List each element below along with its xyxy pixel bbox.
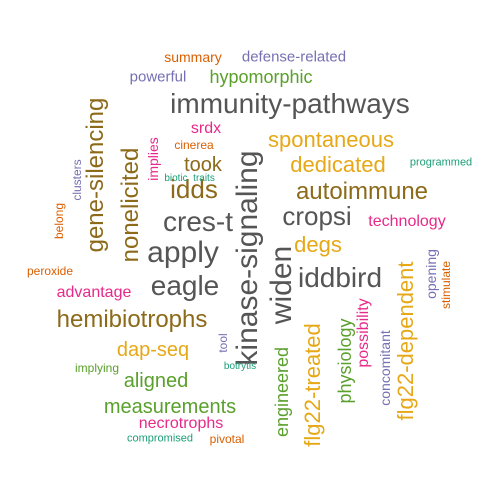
word-belong: belong <box>52 202 66 240</box>
word-defense-related: defense-related <box>241 48 347 66</box>
word-cres-t: cres-t <box>163 206 233 237</box>
word-idds: idds <box>170 174 218 204</box>
word-powerful: powerful <box>129 68 187 86</box>
word-summary: summary <box>164 49 222 65</box>
word-dap-seq: dap-seq <box>116 339 190 361</box>
word-opening: opening <box>423 249 439 299</box>
word-programmed: programmed <box>409 156 473 169</box>
word-flg22-dependent: flg22-dependent <box>393 261 418 421</box>
word-pivotal: pivotal <box>209 432 245 446</box>
word-eagle: eagle <box>150 270 220 301</box>
word-implying: implying <box>74 361 120 375</box>
word-necrotrophs: necrotrophs <box>138 415 224 432</box>
word-spontaneous: spontaneous <box>268 127 394 152</box>
word-hemibiotrophs: hemibiotrophs <box>56 306 208 333</box>
word-kinase-signaling: kinase-signaling <box>231 150 264 366</box>
word-nonelicited: nonelicited <box>117 147 144 263</box>
word-cinerea: cinerea <box>174 138 214 152</box>
word-aligned: aligned <box>123 370 189 392</box>
word-technology: technology <box>368 213 446 230</box>
word-peroxide: peroxide <box>26 264 74 278</box>
word-gene-silencing: gene-silencing <box>82 97 109 253</box>
word-tool: tool <box>216 333 230 353</box>
word-implies: implies <box>145 137 161 181</box>
word-degs: degs <box>294 232 342 257</box>
word-iddbird: iddbird <box>297 262 383 293</box>
word-dedicated: dedicated <box>290 152 386 177</box>
word-biotic: biotic <box>164 173 188 184</box>
word-concomitant: concomitant <box>377 330 393 406</box>
word-advantage: advantage <box>56 284 132 301</box>
word-hypomorphic: hypomorphic <box>209 67 313 87</box>
word-immunity-pathways: immunity-pathways <box>170 88 410 119</box>
word-engineered: engineered <box>272 346 292 438</box>
word-compromised: compromised <box>126 432 194 445</box>
word-traits: traits <box>193 173 215 184</box>
word-possibility: possibility <box>355 298 372 368</box>
word-stimulate: stimulate <box>439 260 453 310</box>
word-srdx: srdx <box>190 120 222 137</box>
word-autoimmune: autoimmune <box>295 178 429 205</box>
word-took: took <box>184 154 222 176</box>
word-flg22-treated: flg22-treated <box>300 323 325 447</box>
word-measurements: measurements <box>103 396 237 418</box>
word-botrytis: botrytis <box>223 361 257 372</box>
word-apply: apply <box>147 236 219 269</box>
word-clusters: clusters <box>70 159 84 201</box>
word-widen: widen <box>265 245 298 325</box>
word-physiology: physiology <box>335 318 355 404</box>
word-cropsi: cropsi <box>282 201 352 231</box>
